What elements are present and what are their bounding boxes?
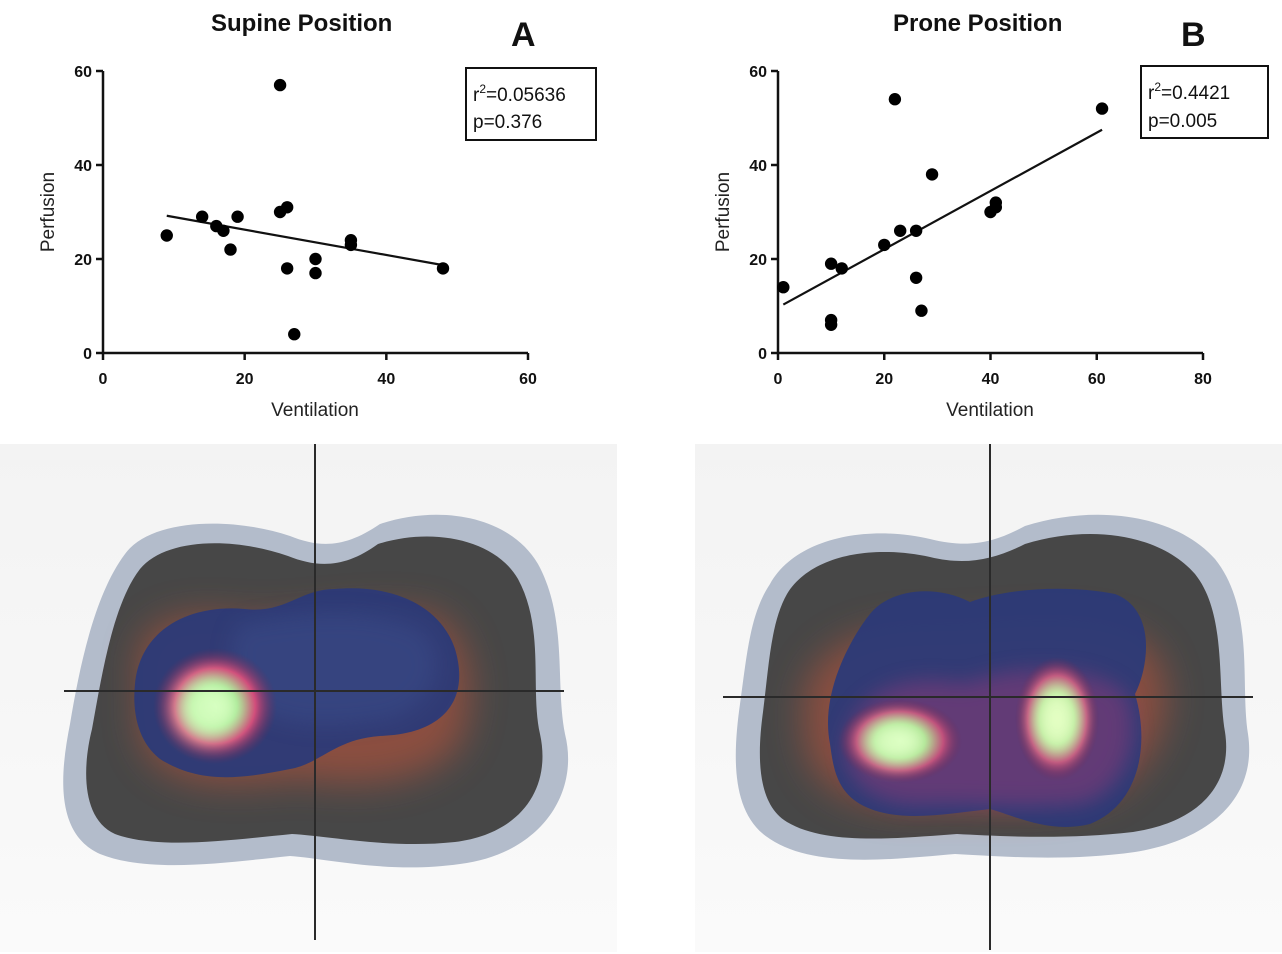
overlap-core-right (1037, 687, 1077, 751)
r2-value: =0.4421 (1161, 83, 1230, 104)
lung-image-supine (0, 444, 617, 952)
x-axis-title: Ventilation (946, 400, 1034, 421)
r2-exponent: 2 (479, 82, 486, 96)
data-point (436, 262, 450, 275)
data-point (344, 238, 358, 252)
data-point (160, 229, 173, 242)
data-point (309, 252, 322, 266)
y-axis-title: Perfusion (713, 172, 734, 252)
data-point (835, 262, 848, 275)
data-point (288, 328, 301, 341)
x-axis-title: Ventilation (271, 400, 359, 421)
data-point (224, 243, 237, 256)
x-tick-label: 40 (377, 371, 395, 388)
data-point (273, 78, 287, 92)
data-point (777, 281, 790, 294)
data-point (925, 168, 939, 181)
data-point (309, 266, 322, 280)
stats-box: r2=0.4421 p=0.005 (1140, 65, 1269, 139)
data-point (824, 318, 838, 331)
stats-frame (465, 67, 597, 141)
data-point (280, 262, 294, 275)
y-tick-label: 0 (758, 346, 767, 363)
data-point (888, 93, 902, 106)
data-point (217, 224, 230, 237)
y-tick-label: 60 (749, 64, 767, 81)
data-point (989, 201, 1003, 214)
x-tick-label: 40 (982, 371, 1000, 388)
overlap-core-left (867, 722, 923, 762)
y-tick-label: 20 (74, 252, 92, 269)
axes (101, 71, 528, 355)
r2-value: =0.05636 (486, 85, 566, 106)
data-point (280, 201, 294, 214)
panel-b-letter: B (1181, 16, 1206, 54)
lung-image-prone (695, 444, 1282, 952)
data-point (909, 271, 923, 284)
y-axis-title: Perfusion (38, 172, 59, 252)
data-point (1095, 102, 1109, 115)
overlap-core (178, 679, 238, 739)
data-point (909, 224, 923, 237)
x-tick-label: 0 (99, 371, 108, 388)
scatter-plot-b: 0 20 40 60 80 0 20 40 60 Ventilation Perfusion r… (713, 64, 1269, 421)
data-point (824, 257, 838, 270)
data-point (893, 224, 907, 237)
panel-a-letter: A (511, 16, 536, 54)
scatter-plot-a: 0 20 40 60 0 20 40 60 Ventilation Perfusion r2=… (38, 64, 597, 421)
y-tick-label: 20 (749, 252, 767, 269)
p-value-text: p=0.005 (1148, 111, 1217, 132)
r2-exponent: 2 (1154, 80, 1161, 94)
r-squared-text: r2=0.4421 (1148, 80, 1230, 104)
r-squared-text: r2=0.05636 (473, 82, 566, 106)
x-tick-label: 60 (1088, 371, 1106, 388)
x-tick-label: 20 (875, 371, 893, 388)
ventilation-shading (231, 613, 437, 726)
x-tick-label: 20 (236, 371, 254, 388)
data-point (878, 238, 891, 252)
r2-prefix: r (1148, 83, 1155, 104)
x-tick-label: 0 (774, 371, 783, 388)
y-tick-label: 0 (83, 346, 92, 363)
x-tick-label: 80 (1194, 371, 1212, 388)
panel-b-title: Prone Position (893, 10, 1063, 37)
y-tick-label: 60 (74, 64, 92, 81)
y-tick-label: 40 (749, 158, 767, 175)
stats-box: r2=0.05636 p=0.376 (465, 67, 597, 141)
stats-frame (1140, 65, 1269, 139)
y-tick-label: 40 (74, 158, 92, 175)
x-tick-label: 60 (519, 371, 537, 388)
regression-line (782, 128, 1103, 306)
data-point (915, 304, 928, 317)
r2-prefix: r (473, 85, 480, 106)
data-point (231, 210, 244, 223)
data-point (195, 210, 209, 223)
panel-a-title: Supine Position (211, 10, 393, 37)
p-value-text: p=0.376 (473, 112, 542, 133)
